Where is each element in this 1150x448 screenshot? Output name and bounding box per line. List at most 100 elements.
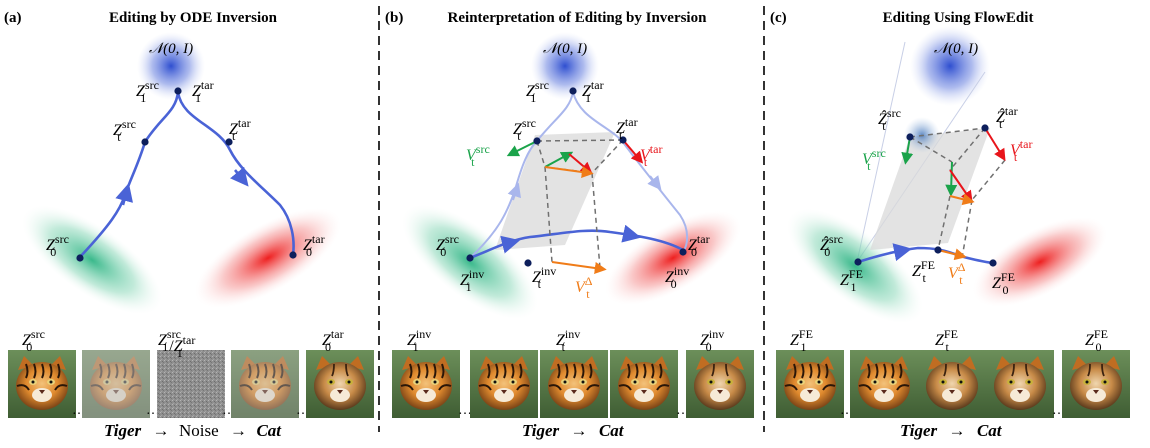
target-region-b xyxy=(605,210,741,306)
label-v-tar-b: Vtar t xyxy=(640,142,662,169)
tiger-stripe xyxy=(478,384,492,391)
symbol-sub: 1 xyxy=(162,340,168,354)
symbol-sup: src xyxy=(872,146,886,160)
label-z1-inv-b: Zinv 1 xyxy=(460,267,484,294)
tiger-stripe xyxy=(586,384,600,391)
symbol-text: Ztar 0 xyxy=(322,327,344,354)
tiger-stripe xyxy=(57,363,61,379)
symbol-sub: 0 xyxy=(26,340,32,354)
label-z0-src-a: Zsrc 0 xyxy=(46,232,69,259)
symbol-base: Z xyxy=(992,275,1002,292)
tiger-thumbnail xyxy=(8,350,76,418)
symbol-base: Z xyxy=(22,332,32,349)
cone-line-left-c xyxy=(856,41,906,263)
point-z0-src-c xyxy=(854,258,862,266)
v-src-copy-arrow-b xyxy=(544,151,574,168)
symbol-text: Ztar 1 xyxy=(192,78,214,105)
nose xyxy=(881,390,887,394)
symbol-text: Vtar t xyxy=(1010,137,1032,164)
symbol-sup: tar xyxy=(625,115,638,129)
point-zt-tar-a xyxy=(225,138,233,146)
symbol-base: Z xyxy=(1085,332,1095,349)
symbol-text: Vsrc t xyxy=(862,146,886,173)
tiger-stripe xyxy=(822,384,836,391)
dashed-down-left-b xyxy=(544,166,553,263)
symbol-sub: 1 xyxy=(140,91,146,105)
label-z1-tar-a: Ztar 1 xyxy=(192,78,214,105)
symbol-sup: FE xyxy=(1094,327,1108,341)
pupil-right xyxy=(817,380,821,384)
tiger-stripe xyxy=(256,363,260,379)
symbol-base: V xyxy=(1010,142,1022,159)
nose xyxy=(1093,390,1099,394)
v-delta-lower-arrow-c xyxy=(937,248,967,261)
label-z0-inv-b: Zinv 0 xyxy=(665,264,689,291)
symbol-sub: 1 xyxy=(801,340,807,354)
symbol-text: Zsrc t xyxy=(113,117,136,144)
muzzle xyxy=(1086,388,1106,402)
tiger-stripe xyxy=(858,384,872,391)
point-z0-src-a xyxy=(76,254,84,262)
muzzle xyxy=(330,388,350,402)
dashed-mid-c xyxy=(949,127,986,171)
symbol-sup: FE xyxy=(921,258,935,272)
muzzle xyxy=(416,388,436,402)
v-tar-arrow-b xyxy=(622,139,644,164)
symbol-text: ZFE 0 xyxy=(1085,327,1108,354)
symbol-sub: 0 xyxy=(306,245,312,259)
label-v-src-b: Vsrc t xyxy=(466,142,490,169)
symbol-sup: tar xyxy=(697,232,710,246)
nose xyxy=(949,390,955,394)
strip-label-z0-inv-b: Zinv 0 xyxy=(700,327,724,354)
pupil-left xyxy=(415,380,419,384)
pupil-left xyxy=(633,380,637,384)
nose xyxy=(1017,390,1023,394)
dashed-left-b xyxy=(536,140,546,168)
tiger-thumbnail xyxy=(392,350,460,418)
point-zt-src-b xyxy=(533,137,541,145)
pupil-left xyxy=(563,380,567,384)
caption-a: Tiger → Noise → Cat xyxy=(104,421,282,440)
noise-label-c: 𝒩(0, I) xyxy=(934,41,978,57)
symbol-sub: 0 xyxy=(824,245,830,259)
label-z1-src-b: Zsrc 1 xyxy=(526,78,549,105)
caption-a-tiger: Tiger xyxy=(104,421,142,440)
symbol-text: Zinv 0 xyxy=(665,264,689,291)
label-v-delta-c: VΔ t xyxy=(948,260,966,287)
symbol-base: Z xyxy=(158,332,168,349)
muzzle xyxy=(874,388,894,402)
noise-overlay xyxy=(231,350,299,418)
pupil-left xyxy=(941,380,945,384)
symbol-text: Ztar 0 xyxy=(303,232,325,259)
pupil-right xyxy=(49,380,53,384)
symbol-sup: tar xyxy=(238,116,251,130)
v-src-arrow-b xyxy=(506,140,538,157)
symbol-base: Z xyxy=(174,338,184,355)
cat-stripe xyxy=(331,363,349,377)
label-z1-fe-c: ZFE 1 xyxy=(840,267,863,294)
symbol-sub: 0 xyxy=(671,277,677,291)
symbol-sup: inv xyxy=(674,264,689,278)
label-z0-tar-b: Ztar 0 xyxy=(688,232,710,259)
tiger-stripe xyxy=(495,363,499,379)
source-region-a xyxy=(22,205,162,315)
point-zt-src-a xyxy=(141,138,149,146)
symbol-sub: 1 xyxy=(585,91,591,105)
pupil-right xyxy=(581,380,585,384)
symbol-base: Ẑ xyxy=(878,109,888,128)
symbol-sub: t xyxy=(1014,150,1018,164)
strip-label-z1-fe-c: ZFE 1 xyxy=(790,327,813,354)
image-strips: …………………… xyxy=(8,350,1130,418)
symbol-sup: FE xyxy=(1001,270,1015,284)
symbol-sub: 0 xyxy=(325,340,331,354)
symbol-base: Z xyxy=(46,237,56,254)
animal-face xyxy=(784,362,836,410)
symbol-sub: t xyxy=(644,155,648,169)
faded-thumbnail xyxy=(82,350,150,418)
symbol-sub: 0 xyxy=(691,245,697,259)
label-zt-tar-b: Ztar t xyxy=(616,115,638,142)
symbol-sub: 1 xyxy=(413,340,419,354)
label-zt-src-a: Zsrc t xyxy=(113,117,136,144)
tiger-stripe xyxy=(425,363,429,379)
tigercat-thumbnail xyxy=(850,350,918,418)
